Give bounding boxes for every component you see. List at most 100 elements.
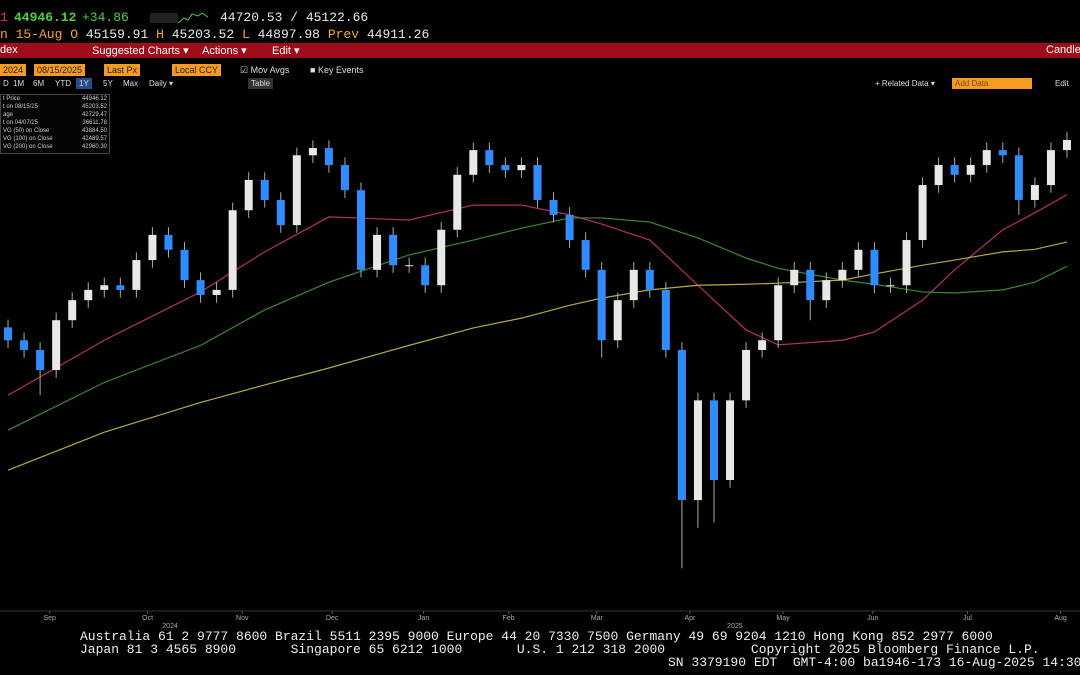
- candle-body: [389, 234, 398, 266]
- o-label: O: [70, 27, 79, 42]
- candle-body: [774, 285, 783, 341]
- candle-body: [950, 165, 959, 175]
- candle-body: [357, 190, 366, 270]
- field[interactable]: Last Px: [104, 64, 141, 76]
- legend-label: t on 04/07/25: [3, 120, 39, 126]
- candle-body: [1030, 185, 1039, 200]
- prefix: 1: [0, 10, 8, 25]
- legend-value: 42489.57: [81, 136, 107, 142]
- date: n 15-Aug: [0, 27, 63, 42]
- candle-body: [565, 214, 574, 241]
- related-data[interactable]: + Related Data ▾: [875, 79, 935, 88]
- h-label: H: [156, 27, 164, 42]
- candle-body: [292, 155, 301, 226]
- low: 44897.98: [257, 27, 320, 42]
- year-label: 2024: [162, 623, 178, 630]
- candle-body: [84, 289, 93, 301]
- key-events[interactable]: ■ Key Events: [310, 65, 364, 75]
- candle-body: [709, 400, 718, 480]
- candle-body: [196, 280, 205, 296]
- period[interactable]: YTD: [55, 79, 71, 88]
- x-tick-label: Mar: [591, 615, 604, 622]
- legend-label: VG (100) on Close: [3, 136, 53, 142]
- period[interactable]: 5Y: [103, 79, 113, 88]
- candle-body: [517, 165, 526, 171]
- legend-row: VG (50) on Close 43884.50: [1, 127, 109, 135]
- candle-body: [1046, 150, 1055, 186]
- menu[interactable]: Suggested Charts ▾: [92, 45, 189, 57]
- candle-body: [677, 350, 686, 501]
- period[interactable]: Daily ▾: [149, 79, 174, 88]
- candle-body: [758, 340, 767, 350]
- session: SN 3379190 EDT GMT-4:00 ba1946-173 16-Au…: [668, 655, 1080, 670]
- prev-label: Prev: [327, 27, 360, 42]
- day-range: 44720.53 / 45122.66: [220, 10, 369, 25]
- currency[interactable]: Local CCY: [172, 64, 222, 76]
- legend-row: t on 04/07/25 36611.78: [1, 119, 109, 127]
- mov-avgs-label: Mov Avgs: [250, 65, 290, 75]
- x-tick-label: May: [776, 615, 790, 622]
- legend-row: t on 08/15/25 45203.52: [1, 103, 109, 111]
- start-date[interactable]: 2024: [0, 64, 27, 76]
- chart-type[interactable]: Candle: [1046, 44, 1080, 56]
- candle-body: [982, 150, 991, 166]
- legend-label: t Price: [3, 96, 21, 102]
- candle-body: [340, 165, 349, 191]
- period[interactable]: Max: [123, 79, 139, 88]
- end-date[interactable]: 08/15/2025: [34, 64, 86, 76]
- legend-value: 45203.52: [81, 104, 107, 110]
- candle-body: [501, 165, 510, 171]
- period[interactable]: D: [3, 79, 9, 88]
- period[interactable]: 1M: [13, 79, 25, 88]
- candle-body: [533, 165, 542, 200]
- year-label: 2025: [727, 623, 743, 630]
- change: +34.86: [82, 10, 129, 25]
- table[interactable]: Table: [248, 78, 274, 89]
- legend-row: t Price 44946.12: [1, 95, 109, 103]
- candle-body: [693, 400, 702, 501]
- legend-row: VG (200) on Close 42960.30: [1, 143, 109, 151]
- add-data[interactable]: Add Data: [952, 78, 1032, 89]
- candle-body: [228, 210, 237, 290]
- candle-body: [164, 234, 173, 250]
- candle-body: [742, 350, 751, 401]
- candle-body: [324, 148, 333, 166]
- menu[interactable]: Edit ▾: [272, 45, 300, 57]
- candle-body: [998, 150, 1007, 156]
- mov-avgs[interactable]: ☑ Mov Avgs: [240, 65, 290, 75]
- x-tick-label: Dec: [326, 615, 339, 622]
- candle-body: [726, 400, 735, 480]
- x-tick-label: Jun: [867, 615, 878, 622]
- key-events-label: Key Events: [317, 65, 364, 75]
- candle-body: [20, 340, 29, 350]
- candle-body: [549, 199, 558, 215]
- period[interactable]: 1Y: [76, 78, 92, 89]
- edit[interactable]: Edit: [1055, 79, 1069, 88]
- candle-body: [645, 269, 654, 290]
- candle-body: [485, 150, 494, 166]
- candle-body: [212, 289, 221, 296]
- legend-value: 43884.50: [81, 128, 107, 134]
- candle-body: [405, 265, 414, 267]
- candle-body: [36, 350, 45, 371]
- candle-body: [822, 280, 831, 301]
- candle-body: [260, 179, 269, 200]
- candle-body: [1062, 140, 1071, 151]
- legend-value: 42729.47: [81, 112, 107, 118]
- legend-label: t on 08/15/25: [3, 104, 39, 110]
- spark-line: [177, 12, 209, 24]
- x-tick-label: Sep: [44, 615, 57, 622]
- candle-body: [308, 148, 317, 156]
- moving-average: [7, 217, 1068, 431]
- candle-body: [244, 179, 253, 211]
- menu[interactable]: Actions ▾: [202, 45, 247, 57]
- period[interactable]: 6M: [33, 79, 45, 88]
- candle-body: [870, 249, 879, 286]
- candle-body: [373, 234, 382, 270]
- toolbar: dex Candle Suggested Charts ▾ Actions ▾ Edit…: [0, 43, 1080, 58]
- candle-body: [918, 185, 927, 241]
- candle-body: [180, 249, 189, 281]
- legend-value: 44946.12: [81, 96, 107, 102]
- candle-body: [934, 165, 943, 186]
